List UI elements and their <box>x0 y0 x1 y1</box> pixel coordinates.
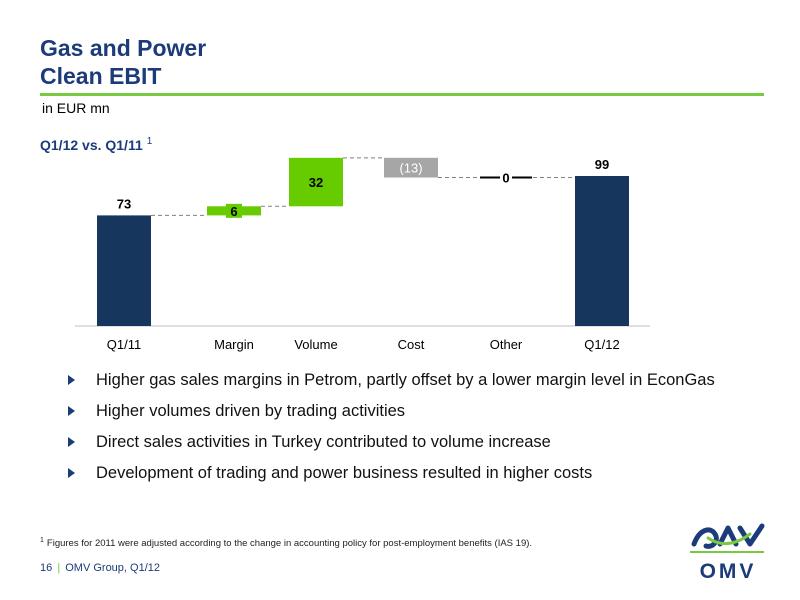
bullet-arrow-icon <box>68 375 75 385</box>
omv-logo: OMV <box>691 523 765 582</box>
title-line-1: Gas and Power <box>40 35 207 61</box>
data-label: (13) <box>399 161 422 176</box>
page-number: 16 <box>40 562 53 574</box>
data-label-bg <box>226 203 242 218</box>
x-tick-label: Q1/12 <box>584 337 619 352</box>
data-label: 73 <box>117 196 131 211</box>
unit-label: in EUR mn <box>42 100 110 116</box>
bullet-arrow-icon <box>68 468 75 478</box>
chart-subtitle-text: Q1/12 vs. Q1/11 <box>40 137 143 153</box>
footnote-mark: 1 <box>40 537 44 544</box>
chart-subtitle: Q1/12 vs. Q1/11 1 <box>40 136 152 153</box>
data-label: 0 <box>502 171 509 186</box>
title-divider <box>40 93 764 96</box>
bullet-text: Direct sales activities in Turkey contri… <box>96 433 551 451</box>
bullet-arrow-icon <box>68 406 75 416</box>
bullet-text: Higher gas sales margins in Petrom, part… <box>96 371 715 389</box>
bar-volume <box>289 157 343 207</box>
bar-q1-12 <box>575 176 629 326</box>
x-tick-label: Other <box>490 337 523 352</box>
footer-separator: | <box>57 562 61 574</box>
page-title: Gas and Power Clean EBIT <box>40 34 206 90</box>
bullet-text: Higher volumes driven by trading activit… <box>96 402 406 420</box>
bullet-item: Development of trading and power busines… <box>68 463 718 484</box>
data-label-bg <box>500 169 512 186</box>
title-line-2: Clean EBIT <box>40 63 162 89</box>
bullet-text: Development of trading and power busines… <box>96 464 593 482</box>
footnote: 1 Figures for 2011 were adjusted accordin… <box>40 537 532 549</box>
bar-q1-11 <box>97 215 151 326</box>
chart-subtitle-footnote-mark: 1 <box>146 136 153 147</box>
bullet-item: Higher gas sales margins in Petrom, part… <box>68 370 718 391</box>
logo-text: OMV <box>700 560 757 582</box>
bullet-item: Higher volumes driven by trading activit… <box>68 401 718 422</box>
bullet-arrow-icon <box>68 437 75 447</box>
bar-cost <box>384 157 438 178</box>
data-label: 32 <box>309 175 323 190</box>
bullet-list: Higher gas sales margins in Petrom, part… <box>68 370 718 494</box>
x-tick-label: Margin <box>214 337 254 352</box>
data-label: 6 <box>230 204 237 219</box>
x-tick-label: Q1/11 <box>107 337 141 352</box>
x-tick-label: Volume <box>294 337 337 352</box>
x-tick-label: Cost <box>398 337 425 352</box>
bullet-item: Direct sales activities in Turkey contri… <box>68 432 718 453</box>
logo-divider <box>690 551 764 553</box>
footnote-text: Figures for 2011 were adjusted according… <box>46 538 533 550</box>
page-footer: 16 | OMV Group, Q1/12 <box>40 562 160 574</box>
data-label: 99 <box>595 157 609 172</box>
footer-text: OMV Group, Q1/12 <box>65 562 160 574</box>
